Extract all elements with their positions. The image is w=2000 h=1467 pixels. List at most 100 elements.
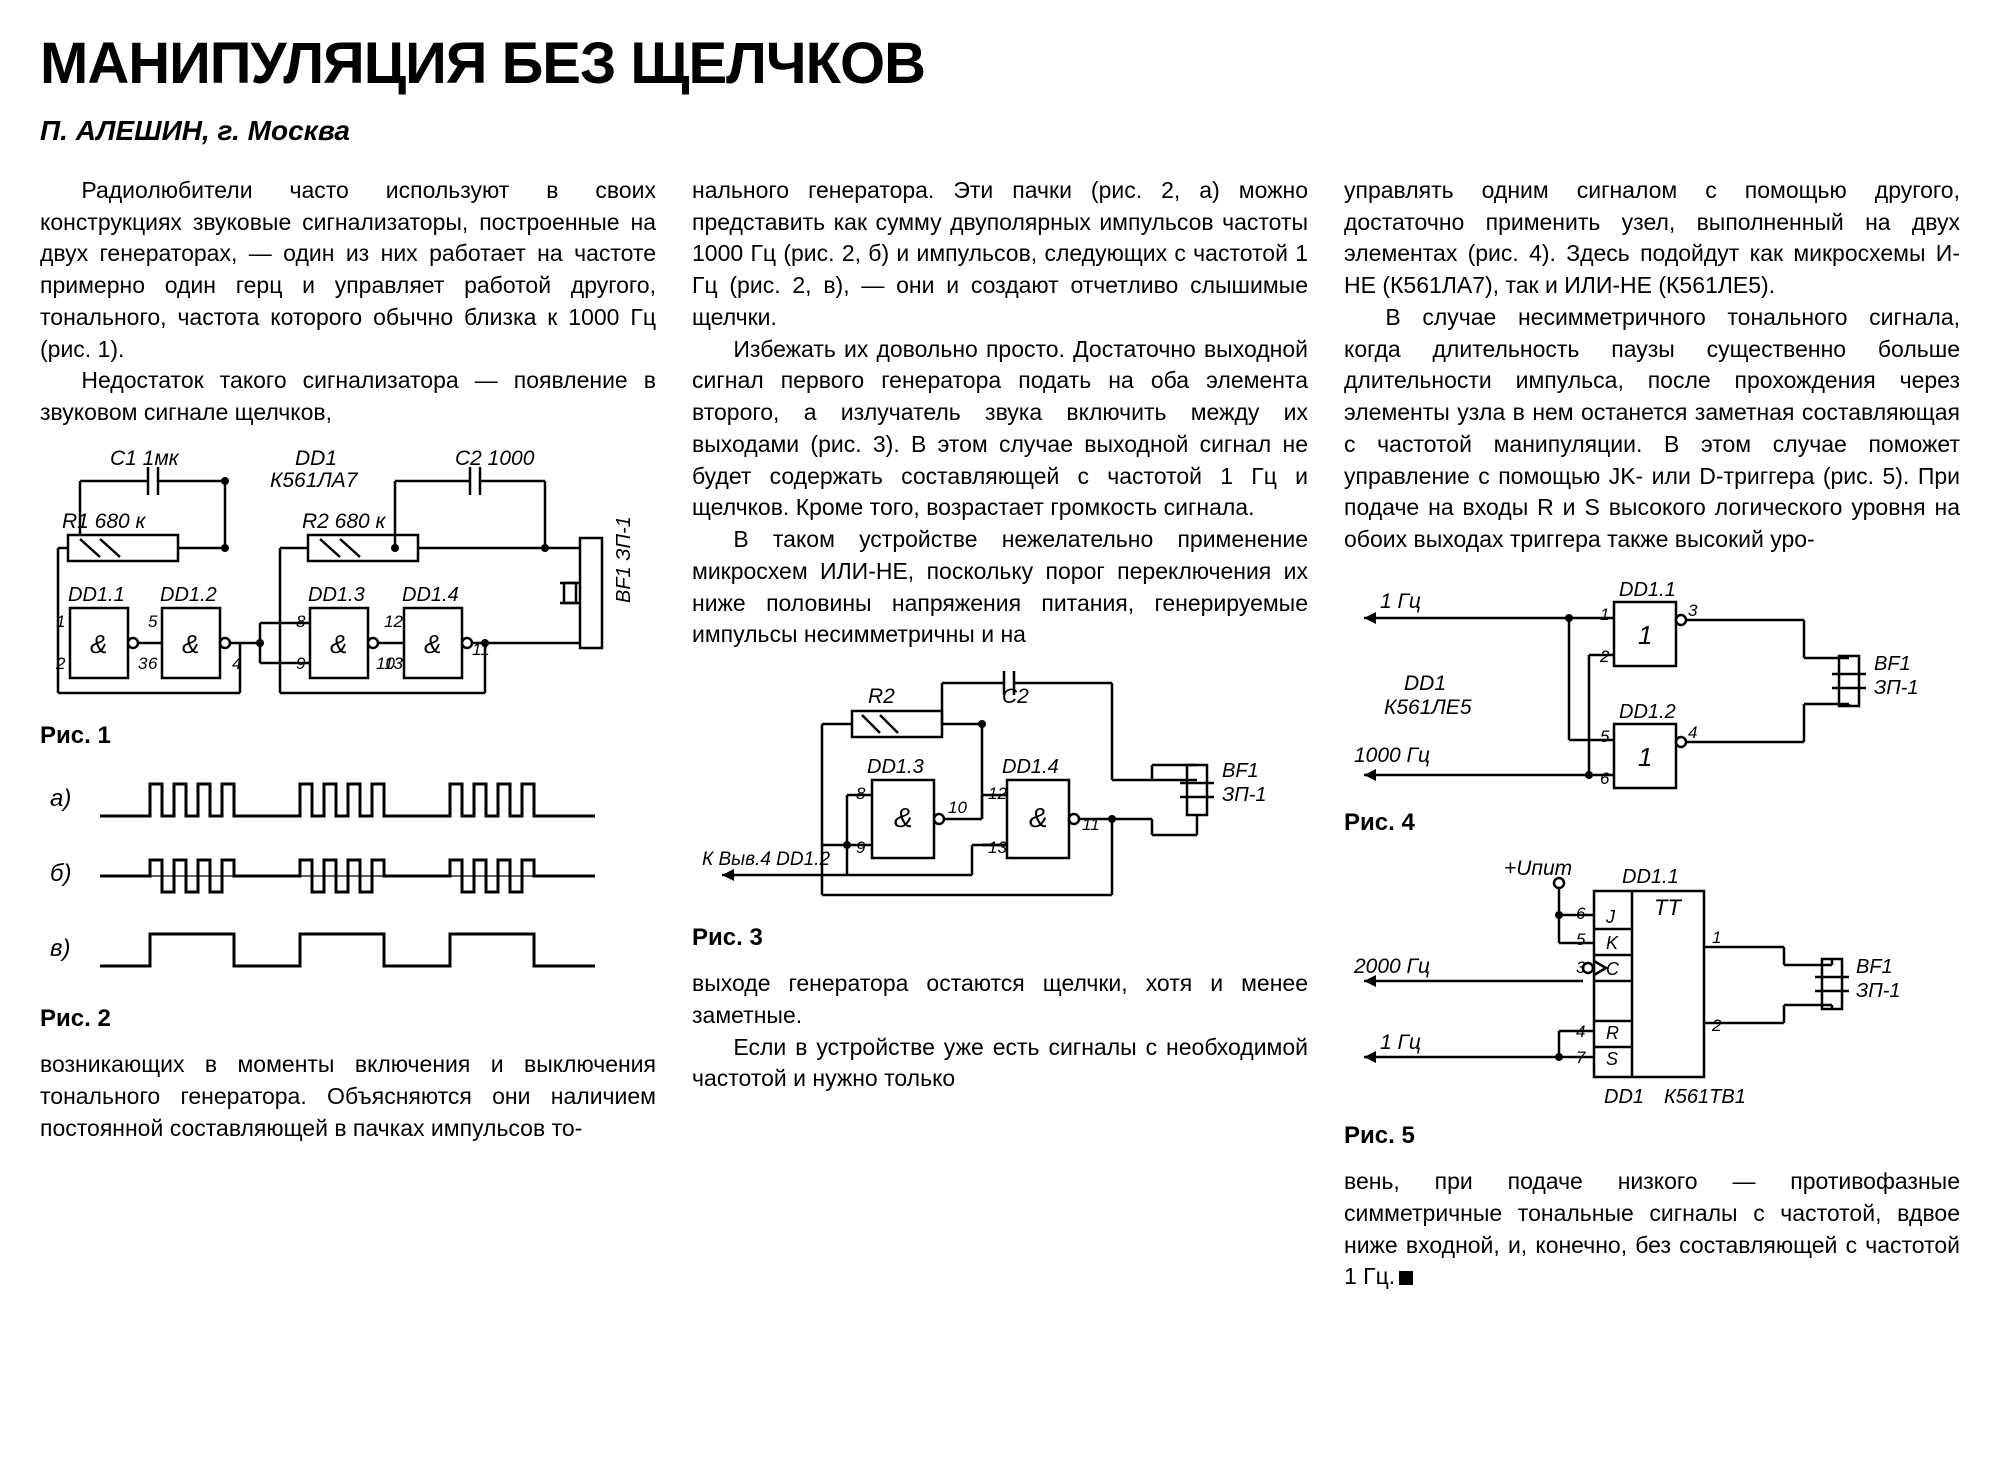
fig1-gate-label: DD1.2 <box>160 584 217 606</box>
fig3-g2-label: DD1.4 <box>1002 756 1059 778</box>
fig4-in1: 1 Гц <box>1380 590 1421 613</box>
paragraph: Если в устройстве уже есть сигналы с нео… <box>692 1032 1308 1095</box>
svg-text:6: 6 <box>148 654 158 673</box>
fig1-gate-label: DD1.4 <box>402 584 459 606</box>
fig1-gate-label: DD1.3 <box>308 584 365 606</box>
fig5-bf1: BF1 <box>1856 956 1893 978</box>
fig5-in1: 2000 Гц <box>1353 955 1430 978</box>
fig3-r2: R2 <box>868 685 895 708</box>
svg-text:1: 1 <box>1712 928 1721 947</box>
column-3: управлять одним сигналом с помощью друго… <box>1344 175 1960 1293</box>
paragraph: Избежать их довольно просто. Достаточно … <box>692 334 1308 524</box>
svg-text:5: 5 <box>1600 727 1610 746</box>
fig4-bf1: BF1 <box>1874 653 1911 675</box>
svg-text:&: & <box>1029 802 1048 833</box>
end-marker-icon <box>1399 1271 1413 1285</box>
paragraph: вень, при подаче низкого — противофазные… <box>1344 1166 1960 1293</box>
fig5-tt: TT <box>1654 895 1682 920</box>
fig5-dd11: DD1.1 <box>1622 866 1679 888</box>
svg-text:&: & <box>90 629 107 659</box>
fig1-gate: & <box>404 608 472 678</box>
fig1-c2-label: C2 1000 <box>455 447 535 470</box>
svg-text:2: 2 <box>1711 1016 1722 1035</box>
figure-5: +Uпит 2000 Гц 1 Гц DD1.1 TT J K C R S <box>1344 853 1960 1113</box>
svg-text:&: & <box>182 629 199 659</box>
article-title: МАНИПУЛЯЦИЯ БЕЗ ЩЕЛЧКОВ <box>40 30 1960 97</box>
svg-text:1: 1 <box>1638 620 1652 650</box>
svg-text:13: 13 <box>384 654 403 673</box>
fig4-dd1: DD1 <box>1404 672 1446 695</box>
paragraph: нального генератора. Эти пачки (рис. 2, … <box>692 175 1308 334</box>
paragraph: управлять одним сигналом с помощью друго… <box>1344 175 1960 302</box>
svg-text:12: 12 <box>384 612 403 631</box>
svg-text:10: 10 <box>948 798 967 817</box>
fig3-g1-label: DD1.3 <box>867 756 924 778</box>
svg-text:12: 12 <box>988 784 1007 803</box>
fig5-chip: К561ТВ1 <box>1664 1086 1746 1108</box>
svg-text:8: 8 <box>856 784 866 803</box>
fig3-bf1: BF1 <box>1222 760 1259 782</box>
svg-text:3: 3 <box>138 654 148 673</box>
figure-3: R2 C2 DD1.3 DD1.4 & <box>692 665 1308 915</box>
svg-text:9: 9 <box>856 838 866 857</box>
svg-text:5: 5 <box>1576 930 1586 949</box>
fig1-bf1: BF1 ЗП-1 <box>613 516 635 603</box>
figure-2-label: Рис. 2 <box>40 1002 656 1035</box>
fig4-in2: 1000 Гц <box>1354 744 1430 767</box>
paragraph: В случае несимметричного тонального сигн… <box>1344 302 1960 556</box>
paragraph: возникающих в моменты включения и выключ… <box>40 1049 656 1144</box>
fig2-row-c: в) <box>50 935 71 962</box>
svg-text:J: J <box>1605 907 1616 927</box>
fig4-chip: К561ЛЕ5 <box>1384 696 1472 719</box>
svg-text:8: 8 <box>296 612 306 631</box>
svg-text:1: 1 <box>1638 742 1652 772</box>
svg-text:4: 4 <box>1688 723 1697 742</box>
fig1-r1-label: R1 680 к <box>62 510 147 533</box>
figure-4: 1 Гц 1000 Гц DD1 К561ЛЕ5 DD1.1 DD1.2 1 1 <box>1344 570 1960 800</box>
fig1-gate: & <box>310 608 378 678</box>
fig3-zp1: ЗП-1 <box>1222 784 1267 806</box>
figure-3-label: Рис. 3 <box>692 921 1308 954</box>
column-2: нального генератора. Эти пачки (рис. 2, … <box>692 175 1308 1293</box>
svg-text:3: 3 <box>1576 958 1586 977</box>
fig2-row-b: б) <box>50 860 72 887</box>
fig5-in2: 1 Гц <box>1380 1031 1421 1054</box>
fig1-dd1-label: DD1 <box>295 447 337 470</box>
figure-4-label: Рис. 4 <box>1344 806 1960 839</box>
fig3-c2: C2 <box>1002 685 1029 708</box>
paragraph: выходе генератора остаются щелчки, хотя … <box>692 968 1308 1031</box>
fig5-vcc: +Uпит <box>1504 857 1572 880</box>
fig4-g2: DD1.2 <box>1619 701 1676 723</box>
svg-text:2: 2 <box>1599 647 1610 666</box>
columns-container: Радиолюбители часто используют в своих к… <box>40 175 1960 1293</box>
fig3-input: К Выв.4 DD1.2 <box>702 849 830 870</box>
svg-text:S: S <box>1606 1049 1618 1069</box>
fig1-c1-label: C1 1мк <box>110 447 180 470</box>
paragraph: В таком устройстве нежелательно применен… <box>692 524 1308 651</box>
svg-text:&: & <box>424 629 441 659</box>
figure-5-label: Рис. 5 <box>1344 1119 1960 1152</box>
figure-1-label: Рис. 1 <box>40 719 656 752</box>
fig1-gate: & <box>70 608 138 678</box>
figure-1: C1 1мк DD1 К561ЛА7 C2 1000 R1 680 к <box>40 443 656 713</box>
svg-text:2: 2 <box>55 654 66 673</box>
svg-text:6: 6 <box>1576 904 1586 923</box>
svg-text:6: 6 <box>1600 769 1610 788</box>
fig1-gate-label: DD1.1 <box>68 584 125 606</box>
article-author: П. АЛЕШИН, г. Москва <box>40 115 1960 147</box>
svg-text:3: 3 <box>1688 601 1698 620</box>
paragraph: Радиолюбители часто используют в своих к… <box>40 175 656 365</box>
svg-text:R: R <box>1606 1023 1619 1043</box>
paragraph: Недостаток такого сигнализатора — появле… <box>40 365 656 428</box>
fig2-row-a: а) <box>50 785 71 812</box>
svg-text:13: 13 <box>988 838 1007 857</box>
fig1-r2-label: R2 680 к <box>302 510 387 533</box>
svg-text:&: & <box>894 802 913 833</box>
fig5-zp1: ЗП-1 <box>1856 980 1901 1002</box>
fig4-zp1: ЗП-1 <box>1874 677 1919 699</box>
svg-text:1: 1 <box>1600 605 1609 624</box>
svg-text:5: 5 <box>148 612 158 631</box>
column-1: Радиолюбители часто используют в своих к… <box>40 175 656 1293</box>
fig1-chip: К561ЛА7 <box>270 469 359 492</box>
fig4-g1: DD1.1 <box>1619 579 1676 601</box>
